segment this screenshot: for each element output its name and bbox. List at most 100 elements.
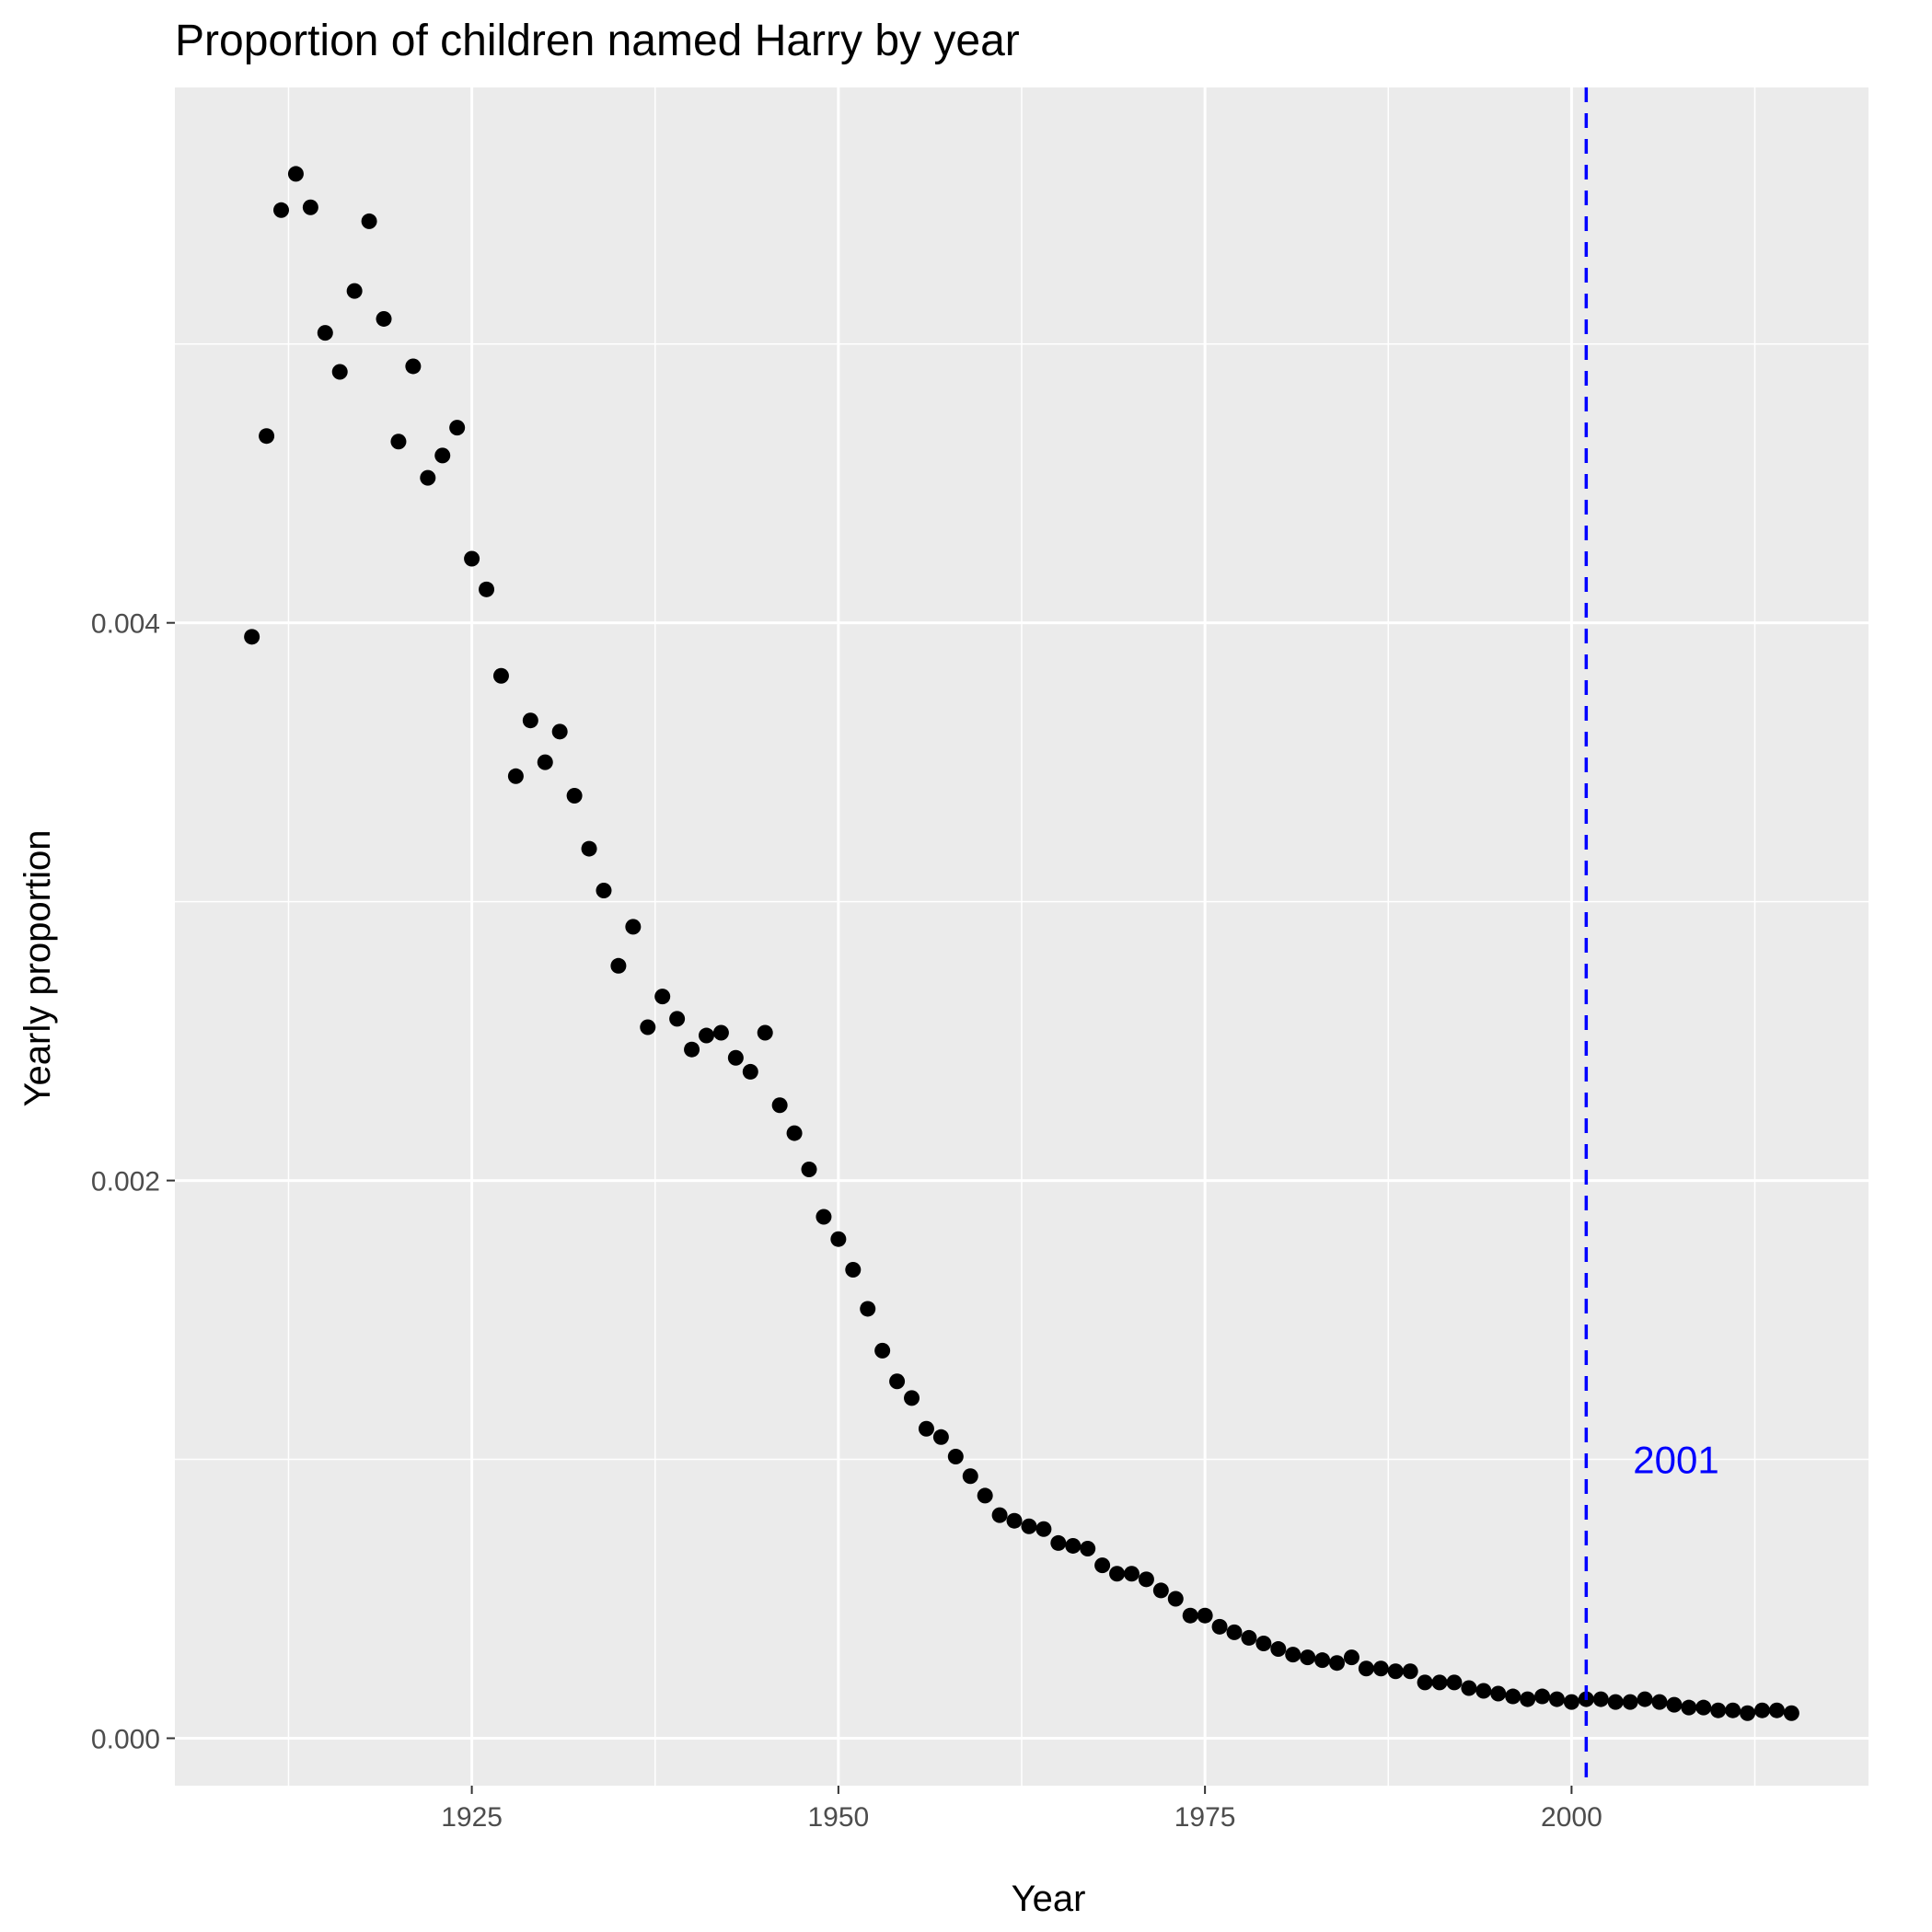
data-point	[1211, 1618, 1228, 1635]
y-axis-title: Yearly proportion	[17, 830, 58, 1107]
data-point	[918, 1420, 934, 1437]
x-tick-label: 1925	[441, 1802, 503, 1833]
data-point	[1094, 1557, 1111, 1574]
data-point	[1226, 1624, 1243, 1640]
data-point	[317, 325, 333, 341]
data-point	[287, 166, 304, 182]
data-point	[1021, 1518, 1037, 1534]
data-point	[507, 768, 524, 784]
data-point	[1080, 1540, 1096, 1556]
data-point	[1372, 1660, 1389, 1677]
data-point	[962, 1468, 978, 1485]
data-point	[1475, 1683, 1492, 1699]
data-point	[1285, 1647, 1301, 1663]
data-point	[1255, 1635, 1272, 1651]
data-point	[874, 1342, 891, 1359]
data-point	[376, 310, 392, 327]
data-point	[405, 358, 422, 375]
data-point	[1548, 1691, 1565, 1707]
data-point	[434, 447, 451, 464]
data-point	[1651, 1694, 1668, 1710]
y-tick-label: 0.002	[91, 1167, 160, 1197]
data-point	[684, 1041, 700, 1058]
data-point	[1520, 1691, 1536, 1707]
data-point	[1241, 1629, 1257, 1646]
data-point	[1167, 1591, 1184, 1607]
data-point	[492, 667, 509, 684]
data-point	[610, 957, 627, 974]
data-point	[1431, 1674, 1448, 1691]
data-point	[449, 420, 466, 436]
data-point	[361, 213, 377, 229]
data-point	[640, 1019, 656, 1035]
data-point	[537, 754, 553, 770]
data-point	[1065, 1537, 1082, 1554]
data-point	[302, 199, 318, 215]
data-point	[712, 1024, 729, 1041]
vline-annotation: 2001	[1633, 1439, 1718, 1482]
x-tick-label: 2000	[1541, 1802, 1602, 1833]
data-point	[259, 428, 275, 445]
data-point	[816, 1209, 832, 1225]
data-point	[830, 1231, 847, 1247]
data-point	[757, 1024, 773, 1041]
data-point	[581, 840, 597, 857]
data-point	[771, 1097, 788, 1114]
data-points	[244, 166, 1799, 1721]
data-point	[1387, 1663, 1404, 1680]
data-point	[1754, 1702, 1771, 1718]
data-point	[1461, 1680, 1477, 1696]
data-point	[1490, 1685, 1507, 1702]
data-point	[479, 581, 495, 597]
data-point	[1695, 1699, 1712, 1716]
data-point	[1417, 1674, 1433, 1691]
x-tick-label: 1975	[1174, 1802, 1236, 1833]
data-point	[860, 1301, 876, 1317]
data-point	[1607, 1694, 1624, 1710]
data-point	[1402, 1663, 1418, 1680]
data-point	[1343, 1649, 1359, 1666]
x-axis-title: Year	[1012, 1879, 1086, 1919]
data-point	[244, 629, 260, 645]
data-point	[727, 1049, 744, 1066]
data-point	[1182, 1607, 1198, 1624]
data-point	[1622, 1694, 1638, 1710]
data-point	[1050, 1534, 1067, 1551]
data-point	[1197, 1607, 1213, 1624]
data-point	[420, 469, 436, 486]
data-point	[272, 202, 289, 218]
data-point	[698, 1027, 714, 1044]
data-point	[551, 723, 568, 740]
data-point	[1329, 1655, 1346, 1672]
data-point	[331, 364, 348, 380]
data-point	[1710, 1702, 1727, 1718]
x-tick-label: 1950	[807, 1802, 869, 1833]
data-point	[1563, 1694, 1579, 1710]
chart-title: Proportion of children named Harry by ye…	[175, 17, 1020, 65]
x-axis: 1925 1950 1975 2000	[441, 1786, 1602, 1833]
data-point	[1152, 1582, 1169, 1599]
data-point	[991, 1507, 1008, 1523]
data-point	[742, 1063, 758, 1080]
data-point	[464, 550, 480, 567]
data-point	[1534, 1688, 1551, 1705]
data-point	[1138, 1571, 1154, 1588]
data-point	[1035, 1521, 1052, 1537]
data-point	[1768, 1702, 1785, 1718]
data-point	[566, 788, 583, 804]
y-axis: 0.000 0.002 0.004	[91, 609, 175, 1754]
minor-gridlines	[175, 87, 1868, 1786]
data-point	[625, 919, 642, 935]
data-point	[1270, 1641, 1287, 1658]
data-point	[1783, 1705, 1799, 1721]
data-point	[522, 712, 538, 729]
data-point	[1314, 1652, 1331, 1669]
data-point	[904, 1390, 920, 1406]
data-point	[1505, 1688, 1521, 1705]
y-tick-label: 0.000	[91, 1724, 160, 1754]
data-point	[1109, 1566, 1126, 1582]
data-point	[786, 1125, 803, 1141]
data-point	[889, 1373, 906, 1390]
data-point	[1592, 1691, 1609, 1707]
